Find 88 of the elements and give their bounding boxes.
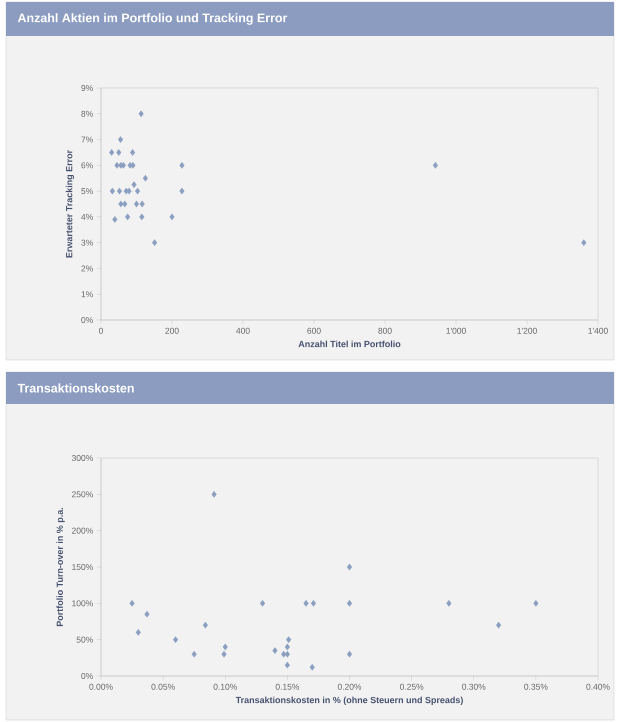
point [222,644,228,650]
y-axis-title: Erwarteter Tracking Error [66,150,74,258]
point [118,136,124,143]
y-tick-label: 8% [81,110,93,117]
point [260,600,266,607]
point [179,188,185,194]
y-tick-label: 100% [72,600,93,606]
point [116,188,122,194]
y-tick-label: 200% [72,528,93,534]
point [144,610,150,618]
point [533,600,538,607]
point [109,149,114,156]
chart-title: Anzahl Aktien im Portfolio und Tracking Error [18,13,288,25]
point [110,188,115,194]
point [129,600,135,607]
point [179,162,185,169]
y-tick-label: 300% [72,455,93,461]
point [192,650,197,658]
y-tick-label: 2% [81,265,93,272]
point [134,200,140,208]
point [272,647,278,654]
point [496,622,502,629]
y-tick-label: 4% [81,214,93,220]
x-tick-label: 1'000 [446,328,466,334]
x-tick-label: 0.10% [214,684,237,690]
point [303,600,309,607]
x-tick-label: 0.05% [151,684,175,690]
point [281,650,286,658]
x-axis-title: Transaktionskosten in % (ohne Steuern und Spreads) [236,696,463,705]
x-tick-label: 600 [307,328,321,334]
point [346,564,352,570]
point [130,149,136,156]
point [346,600,352,607]
point [140,200,145,208]
y-tick-label: 7% [81,136,93,143]
point [112,216,118,223]
y-tick-label: 9% [81,85,93,91]
x-tick-label: 1'400 [588,328,608,334]
y-tick-label: 0% [81,317,93,323]
y-tick-label: 50% [76,636,93,643]
y-tick-label: 150% [72,564,93,570]
x-tick-label: 0.30% [462,684,486,690]
point [284,650,290,658]
point [169,213,175,220]
y-tick-label: 250% [72,491,93,498]
x-tick-label: 1'200 [517,328,537,334]
x-tick-label: 0.15% [276,684,300,690]
point [131,181,137,188]
point [172,636,178,644]
point [310,600,316,607]
x-tick-label: 0.00% [89,684,113,690]
point [581,239,586,246]
y-tick-label: 6% [81,162,93,168]
point [202,622,208,629]
point [136,629,141,636]
point [116,149,122,156]
x-axis-title: Anzahl Titel im Portfolio [298,340,400,348]
x-tick-label: 800 [378,328,392,334]
point [134,188,140,194]
x-tick-label: 0.25% [400,684,424,690]
chart-title: Transaktionskosten [18,383,134,393]
point [114,162,120,169]
point [125,213,130,220]
x-tick-label: 0.35% [524,684,548,690]
x-tick-label: 0.20% [338,684,362,690]
point [139,213,144,220]
y-tick-label: 3% [81,240,93,246]
y-tick-label: 1% [82,291,93,298]
point [142,174,148,182]
x-tick-label: 0.40% [586,684,610,690]
point [138,110,144,118]
x-tick-label: 200 [165,328,179,334]
point [432,162,438,169]
point [446,600,452,607]
y-axis-title: Portfolio Turn-over in % p.a. [56,508,65,626]
point [122,200,128,208]
x-tick-label: 0 [98,328,104,334]
y-tick-label: 5% [81,188,93,194]
point [221,650,227,658]
point [284,662,290,668]
point [152,239,158,246]
x-tick-label: 400 [236,328,250,334]
point [284,644,290,650]
point [310,664,315,671]
y-tick-label: 0% [81,673,93,679]
point [211,490,217,498]
point [286,636,292,644]
point [346,650,352,658]
